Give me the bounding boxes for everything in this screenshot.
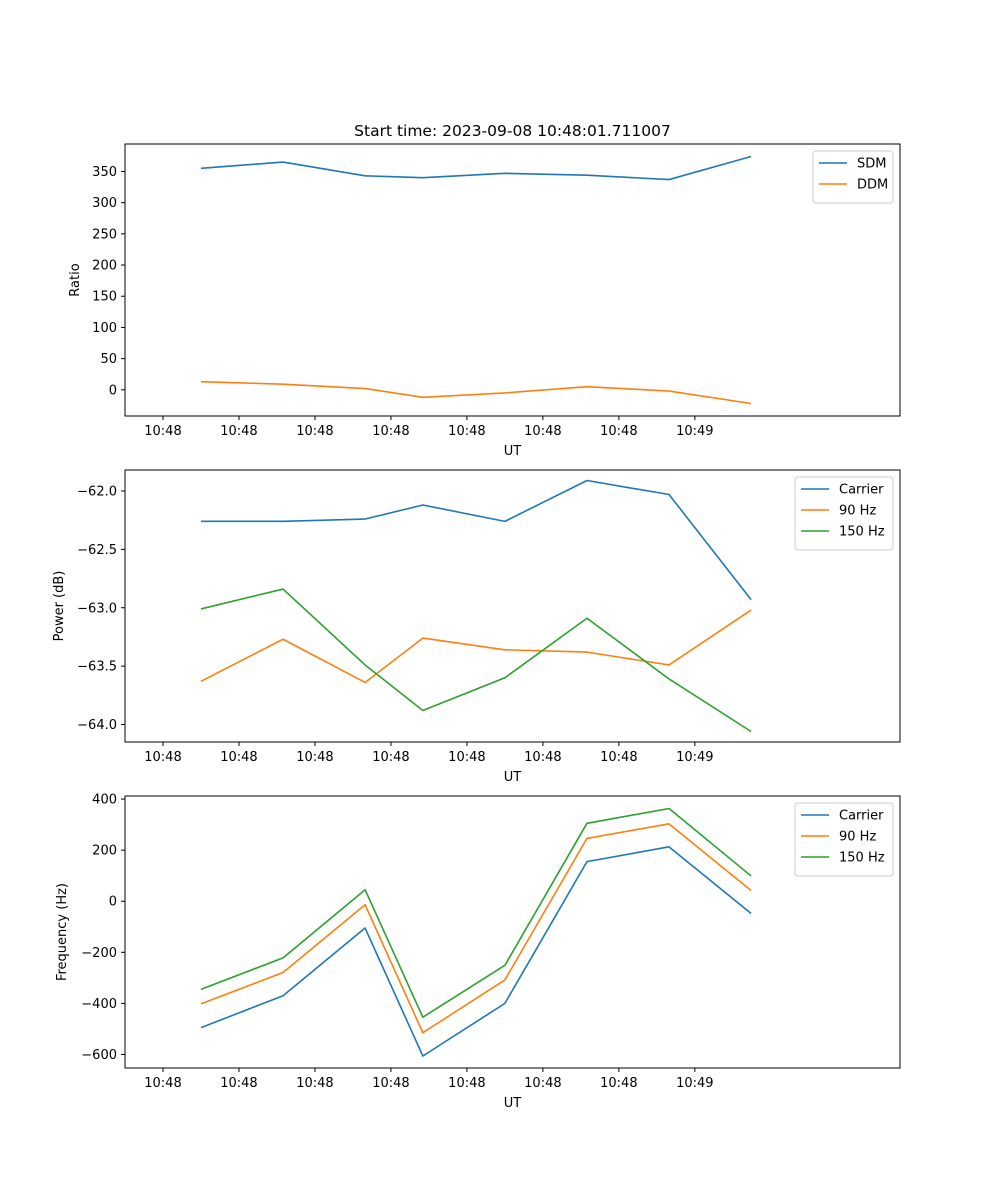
series-line-sdm: [200, 155, 752, 181]
y-tick-label: −600: [81, 1048, 117, 1063]
legend-label: 150 Hz: [839, 851, 885, 866]
x-tick-label: 10:48: [448, 424, 485, 439]
legend-label: Carrier: [839, 809, 884, 824]
series-line-carrier: [200, 846, 752, 1057]
y-tick-label: −62.0: [77, 485, 117, 500]
x-tick-label: 10:49: [676, 750, 713, 765]
y-tick-label: 50: [100, 352, 117, 367]
y-tick-label: −200: [81, 946, 117, 961]
panel-3: 10:48 10:48 10:48 10:48 10:48 10:48 10:48 10:49…: [55, 793, 901, 1111]
y-tick-label: 150: [92, 290, 117, 305]
x-tick-label: 10:48: [600, 1076, 637, 1091]
series-line-150-hz: [200, 588, 752, 733]
legend-label: SDM: [857, 157, 886, 172]
x-axis-label: UT: [504, 444, 522, 459]
x-tick-label: 10:48: [296, 1076, 333, 1091]
x-tick-label: 10:48: [448, 1076, 485, 1091]
legend-box: [812, 150, 894, 204]
axes-frame: [124, 143, 901, 417]
y-axis-label: Frequency (Hz): [55, 883, 70, 981]
legend-label: 150 Hz: [839, 525, 885, 540]
x-tick-label: 10:48: [296, 424, 333, 439]
x-tick-label: 10:48: [220, 1076, 257, 1091]
x-tick-label: 10:48: [600, 750, 637, 765]
legend-label: 90 Hz: [839, 504, 876, 519]
y-tick-label: −62.5: [77, 543, 117, 558]
x-tick-label: 10:48: [448, 750, 485, 765]
x-tick-label: 10:48: [220, 750, 257, 765]
x-tick-label: 10:48: [144, 750, 181, 765]
x-tick-label: 10:48: [600, 424, 637, 439]
series-line-ddm: [200, 380, 752, 405]
y-tick-label: 350: [92, 165, 117, 180]
panel-1: Start time: 2023-09-08 10:48:01.711007 10…: [68, 122, 901, 459]
y-tick-label: 250: [92, 227, 117, 242]
y-axis-label: Power (dB): [52, 571, 67, 642]
x-axis-label: UT: [504, 1096, 522, 1111]
x-tick-label: 10:48: [220, 424, 257, 439]
legend-label: Carrier: [839, 483, 884, 498]
chart-title: Start time: 2023-09-08 10:48:01.711007: [354, 122, 671, 140]
series-line-150-hz: [200, 807, 752, 1018]
y-tick-label: −400: [81, 997, 117, 1012]
panel-2: 10:48 10:48 10:48 10:48 10:48 10:48 10:48 10:49…: [52, 469, 901, 785]
x-tick-label: 10:48: [524, 1076, 561, 1091]
y-tick-label: 0: [109, 895, 117, 910]
legend: SDM DDM: [812, 150, 894, 204]
x-tick-label: 10:48: [524, 750, 561, 765]
x-tick-label: 10:49: [676, 1076, 713, 1091]
x-tick-label: 10:48: [524, 424, 561, 439]
x-tick-label: 10:48: [372, 750, 409, 765]
x-tick-label: 10:48: [144, 424, 181, 439]
y-tick-label: 0: [109, 383, 117, 398]
x-tick-label: 10:48: [144, 1076, 181, 1091]
series-line-carrier: [200, 479, 752, 601]
x-tick-label: 10:48: [372, 424, 409, 439]
x-tick-label: 10:48: [296, 750, 333, 765]
legend-label: DDM: [857, 178, 888, 193]
y-tick-label: −63.0: [77, 601, 117, 616]
y-tick-label: 100: [92, 321, 117, 336]
series-line-90-hz: [200, 609, 752, 684]
legend: Carrier 90 Hz 150 Hz: [794, 476, 894, 551]
y-tick-label: 400: [92, 793, 117, 808]
y-tick-label: −63.5: [77, 660, 117, 675]
legend: Carrier 90 Hz 150 Hz: [794, 802, 894, 877]
y-tick-label: 200: [92, 259, 117, 274]
y-tick-label: 300: [92, 196, 117, 211]
axes-frame: [124, 469, 901, 743]
legend-label: 90 Hz: [839, 830, 876, 845]
x-tick-label: 10:49: [676, 424, 713, 439]
x-axis-label: UT: [504, 770, 522, 785]
y-tick-label: 200: [92, 844, 117, 859]
series-line-90-hz: [200, 823, 752, 1034]
x-tick-label: 10:48: [372, 1076, 409, 1091]
y-axis-label: Ratio: [68, 263, 83, 296]
axes-frame: [124, 795, 901, 1069]
y-tick-label: −64.0: [77, 718, 117, 733]
